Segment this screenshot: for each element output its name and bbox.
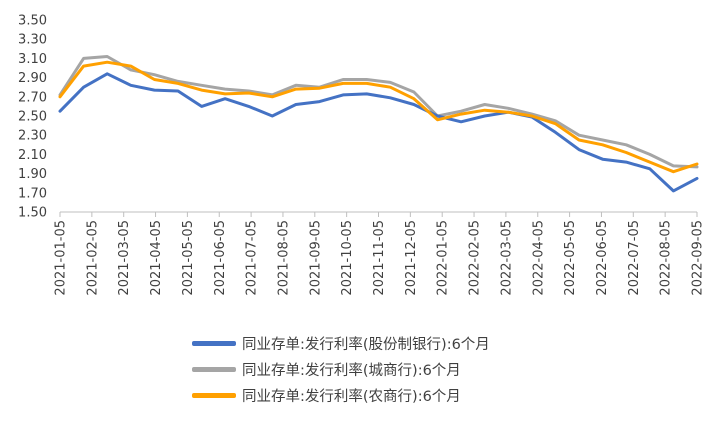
x-tick-label: 2021-07-05 [245,220,260,296]
x-tick-label: 2022-06-05 [595,220,610,296]
legend-item-rural-commercial: 同业存单:发行利率(农商行):6个月 [192,382,490,408]
x-tick-label: 2022-08-05 [659,220,674,296]
x-tick-label: 2022-02-05 [468,220,483,296]
legend-item-joint-stock: 同业存单:发行利率(股份制银行):6个月 [192,330,490,356]
y-tick-label: 3.50 [18,14,47,29]
y-tick-label: 2.90 [18,71,47,86]
legend-swatch-joint-stock [192,340,236,346]
y-tick-label: 3.30 [18,33,47,48]
series-line-2 [58,60,699,174]
x-tick-label: 2021-03-05 [117,220,132,296]
legend-label-rural-commercial: 同业存单:发行利率(农商行):6个月 [242,388,461,405]
line-chart: 3.50 3.30 3.10 2.90 2.70 2.50 2.30 2.10 1.90 1.70… [18,14,706,296]
x-tick-label: 2022-04-05 [531,220,546,296]
x-tick-label: 2022-09-05 [691,220,706,296]
y-tick-label: 3.10 [18,52,47,67]
y-axis: 3.50 3.30 3.10 2.90 2.70 2.50 2.30 2.10 1.90 1.70… [18,14,47,221]
x-tick-label: 2021-12-05 [404,220,419,296]
x-tick-label: 2021-09-05 [308,220,323,296]
legend-swatch-city-commercial [192,366,236,372]
legend-label-joint-stock: 同业存单:发行利率(股份制银行):6个月 [242,336,490,353]
y-tick-label: 1.70 [18,186,47,201]
legend-swatch-rural-commercial [192,392,236,398]
y-tick-label: 1.90 [18,167,47,182]
x-tick-label: 2021-06-05 [213,220,228,296]
x-tick-label: 2021-02-05 [85,220,100,296]
x-tick-label: 2022-07-05 [627,220,642,296]
y-tick-label: 2.70 [18,90,47,105]
x-tick-label: 2021-10-05 [340,220,355,296]
x-tick-label: 2022-01-05 [436,220,451,296]
plot-area [58,55,699,193]
x-tick-label: 2021-08-05 [276,220,291,296]
legend: 同业存单:发行利率(股份制银行):6个月 同业存单:发行利率(城商行):6个月 … [192,330,490,408]
legend-label-city-commercial: 同业存单:发行利率(城商行):6个月 [242,362,461,379]
x-tick-label: 2022-03-05 [499,220,514,296]
y-tick-label: 2.30 [18,129,47,144]
y-tick-label: 2.10 [18,148,47,163]
series-line-1 [58,55,699,169]
y-tick-label: 1.50 [18,206,47,221]
legend-item-city-commercial: 同业存单:发行利率(城商行):6个月 [192,356,490,382]
x-tick-label: 2021-04-05 [149,220,164,296]
x-tick-label: 2022-05-05 [563,220,578,296]
x-tick-label: 2021-11-05 [372,220,387,296]
y-tick-label: 2.50 [18,110,47,125]
x-axis: 2021-01-05 2021-02-05 2021-03-05 2021-04-05… [54,211,706,296]
series-line-0 [58,72,699,193]
x-tick-label: 2021-05-05 [181,220,196,296]
x-tick-label: 2021-01-05 [54,220,69,296]
